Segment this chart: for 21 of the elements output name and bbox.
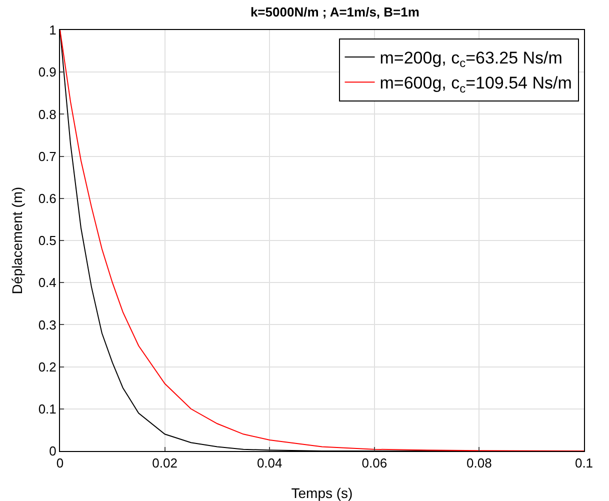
x-tick-label: 0.02 — [152, 456, 178, 471]
y-tick-label: 0.9 — [38, 64, 56, 80]
chart-title: k=5000N/m ; A=1m/s, B=1m — [250, 4, 420, 20]
y-tick-label: 0.8 — [38, 106, 56, 122]
x-tick-label: 0.04 — [256, 456, 282, 471]
x-axis-title: Temps (s) — [291, 485, 353, 501]
y-tick-label: 0.7 — [38, 148, 56, 164]
y-axis-title: Déplacement (m) — [9, 186, 25, 294]
x-tick-label: 0.1 — [574, 456, 594, 471]
y-tick-label: 0.4 — [38, 275, 56, 290]
x-tick-label: 0.06 — [362, 456, 388, 471]
y-tick-label: 0.2 — [38, 359, 56, 374]
legend-label: m=200g, c$_{c}$=63.25 Ns/m — [380, 48, 562, 70]
y-tick-label: 0.5 — [38, 233, 56, 248]
y-tick-label: 0.3 — [38, 317, 56, 332]
y-tick-label: 0.1 — [38, 401, 56, 416]
y-tick-label: 0 — [49, 444, 56, 459]
legend-label: m=600g, c$_{c}$=109.54 Ns/m — [380, 74, 572, 96]
x-tick-label: 0.08 — [466, 456, 492, 471]
y-tick-label: 1 — [49, 22, 56, 38]
y-tick-label: 0.6 — [38, 190, 56, 206]
